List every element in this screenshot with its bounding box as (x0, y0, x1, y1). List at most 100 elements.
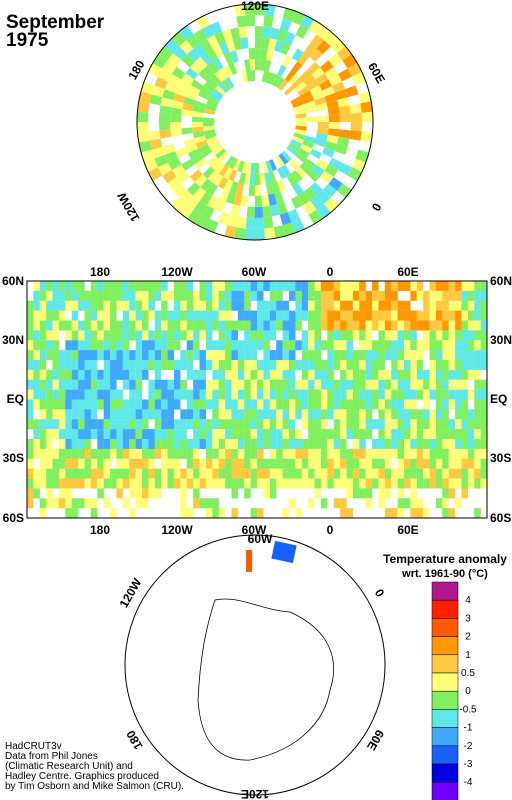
anomaly-cell (359, 379, 366, 390)
anomaly-cell (180, 330, 187, 341)
anomaly-cell (327, 389, 334, 400)
anomaly-cell (480, 429, 488, 440)
anomaly-cell (282, 458, 290, 469)
anomaly-cell (257, 290, 264, 301)
anomaly-cell (244, 429, 251, 440)
anomaly-cell (240, 37, 249, 50)
anomaly-cell (314, 439, 322, 449)
anomaly-cell (301, 379, 309, 390)
anomaly-cell (129, 419, 136, 430)
anomaly-cell (244, 389, 251, 400)
anomaly-cell (249, 59, 255, 71)
anomaly-cell (84, 468, 92, 479)
anomaly-cell (455, 300, 462, 311)
anomaly-cell (237, 300, 245, 311)
anomaly-cell (333, 498, 341, 509)
anomaly-cell (186, 458, 194, 469)
anomaly-cell (244, 228, 255, 240)
anomaly-cell (269, 290, 277, 301)
anomaly-cell (340, 439, 347, 449)
anomaly-cell (372, 439, 379, 449)
anomaly-cell (263, 409, 270, 420)
anomaly-cell (416, 429, 424, 440)
anomaly-cell (135, 290, 143, 301)
anomaly-cell (255, 162, 260, 174)
anomaly-cell (265, 182, 275, 195)
legend-label: 1 (465, 650, 471, 661)
anomaly-cell (122, 369, 130, 380)
anomaly-cell (142, 310, 149, 321)
anomaly-cell (238, 26, 248, 39)
anomaly-cell (467, 409, 475, 420)
credit-line: Data from Phil Jones (5, 751, 98, 762)
anomaly-cell (203, 125, 215, 131)
anomaly-cell (218, 389, 226, 400)
anomaly-cell (255, 48, 262, 60)
anomaly-cell (480, 320, 488, 331)
anomaly-cell (231, 399, 238, 410)
anomaly-cell (365, 320, 373, 331)
anomaly-cell (391, 320, 398, 331)
anomaly-cell (365, 468, 373, 479)
anomaly-cell (461, 458, 469, 469)
anomaly-cell (33, 369, 40, 380)
anomaly-cell (149, 138, 163, 150)
anomaly-cell (404, 458, 411, 469)
anomaly-cell (39, 508, 47, 519)
anomaly-cell (301, 281, 309, 291)
anomaly-cell (282, 448, 290, 459)
anomaly-cell (135, 409, 143, 420)
anomaly-cell (467, 468, 475, 479)
anomaly-cell (244, 310, 251, 321)
anomaly-cell (250, 439, 258, 449)
anomaly-cell (429, 310, 437, 321)
anomaly-cell (212, 409, 219, 420)
anomaly-cell (448, 300, 456, 311)
anomaly-cell (110, 340, 117, 351)
anomaly-cell (250, 330, 258, 341)
anomaly-cell (122, 458, 130, 469)
anomaly-cell (148, 300, 155, 311)
anomaly-cell (129, 508, 136, 519)
anomaly-cell (194, 135, 207, 144)
anomaly-cell (129, 281, 136, 291)
anomaly-cell (199, 409, 207, 420)
x-label: 60E (397, 265, 418, 279)
anomaly-cell (263, 429, 270, 440)
anomaly-cell (384, 389, 392, 400)
anomaly-cell (237, 320, 245, 331)
anomaly-cell (340, 281, 347, 291)
anomaly-cell (346, 488, 353, 499)
anomaly-cell (310, 34, 324, 49)
anomaly-cell (372, 458, 379, 469)
anomaly-cell (170, 107, 183, 116)
anomaly-cell (173, 468, 181, 479)
anomaly-cell (154, 389, 162, 400)
anomaly-cell (282, 478, 290, 489)
anomaly-cell (192, 116, 204, 122)
anomaly-cell (171, 164, 186, 178)
anomaly-cell (267, 193, 277, 206)
anomaly-cell (474, 290, 481, 301)
anomaly-cell (71, 409, 79, 420)
anomaly-cell (71, 468, 79, 479)
anomaly-cell (33, 330, 40, 341)
anomaly-cell (148, 360, 155, 370)
anomaly-cell (314, 429, 322, 440)
anomaly-cell (448, 448, 456, 459)
anomaly-cell (148, 350, 155, 361)
anomaly-cell (162, 170, 177, 184)
anomaly-cell (276, 399, 283, 410)
anomaly-cell (416, 281, 424, 291)
anomaly-cell (442, 290, 449, 301)
anomaly-cell (84, 290, 92, 301)
anomaly-cell (333, 350, 341, 361)
anomaly-cell (116, 458, 123, 469)
anomaly-cell (384, 330, 392, 341)
anomaly-cell (314, 488, 322, 499)
anomaly-cell (215, 148, 226, 159)
anomaly-cell (218, 151, 229, 162)
anomaly-cell (282, 222, 296, 236)
anomaly-cell (186, 300, 194, 311)
anomaly-cell (346, 360, 353, 370)
